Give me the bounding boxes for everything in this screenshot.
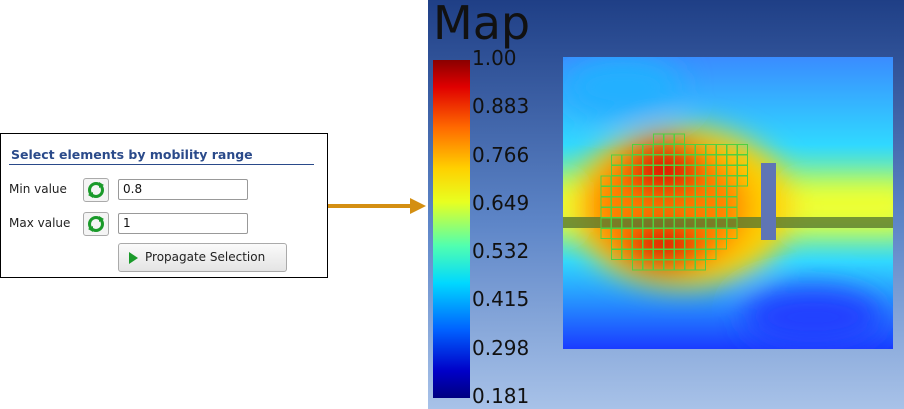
map-title: Map — [433, 0, 531, 50]
refresh-button[interactable] — [83, 178, 109, 202]
refresh-button[interactable] — [83, 212, 109, 236]
field-label: Max value — [9, 216, 71, 230]
text-input[interactable]: 0.8 — [118, 179, 248, 200]
colorbar — [433, 60, 470, 398]
colorbar-tick-label: 0.298 — [472, 335, 530, 360]
title-underline — [9, 164, 314, 165]
colorbar-tick-label: 1.00 — [472, 46, 517, 70]
element-cell — [705, 249, 717, 260]
selected-elements — [600, 133, 748, 271]
refresh-icon — [88, 182, 104, 198]
map-view: Map 1.00 0.883 0.766 0.649 0.532 0.415 0.298 0.… — [428, 0, 904, 409]
heatmap — [563, 57, 893, 349]
refresh-icon — [88, 216, 104, 232]
button-label: Propagate Selection — [145, 250, 266, 264]
colorbar-tick-label: 0.181 — [472, 384, 530, 408]
arrow — [328, 198, 426, 214]
element-cell — [716, 238, 727, 250]
selection-panel: Select elements by mobility range Min va… — [0, 133, 328, 278]
play-icon — [129, 252, 138, 264]
colorbar-tick-label: 0.766 — [472, 142, 530, 167]
colorbar-tick-label: 0.649 — [472, 190, 530, 215]
text-input[interactable]: 1 — [118, 213, 248, 234]
colorbar-tick-label: 0.883 — [472, 94, 530, 119]
colorbar-tick-label: 0.532 — [472, 239, 530, 264]
element-cell — [726, 228, 738, 239]
field-label: Min value — [9, 182, 67, 196]
element-cell — [695, 259, 706, 271]
element-cell — [737, 175, 748, 187]
panel-title: Select elements by mobility range — [11, 147, 253, 162]
min-row: Min value 0.8 — [9, 178, 309, 202]
max-row: Max value 1 — [9, 212, 309, 236]
propagate-button[interactable]: Propagate Selection — [118, 243, 287, 272]
colorbar-tick-label: 0.415 — [472, 287, 530, 312]
